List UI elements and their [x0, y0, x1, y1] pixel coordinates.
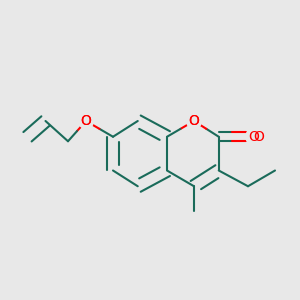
Circle shape	[79, 113, 94, 128]
Text: O: O	[81, 114, 92, 128]
Circle shape	[246, 129, 261, 144]
Text: O: O	[189, 114, 200, 128]
Text: O: O	[81, 114, 92, 128]
Text: O: O	[189, 114, 200, 128]
Text: O: O	[253, 130, 264, 144]
Text: O: O	[248, 130, 259, 144]
Circle shape	[187, 113, 202, 128]
